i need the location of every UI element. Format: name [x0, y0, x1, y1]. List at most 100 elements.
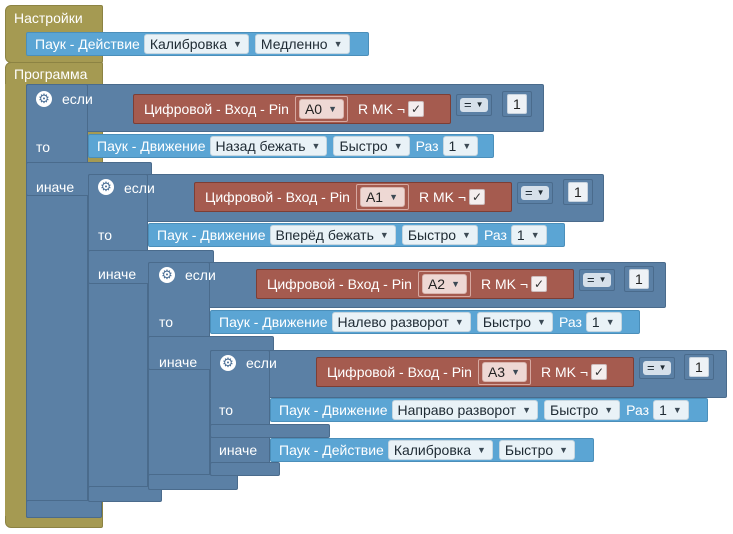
move-action-dropdown-4[interactable]: Направо разворот ▼: [391, 400, 539, 420]
gear-icon[interactable]: ⚙: [36, 91, 52, 107]
move-times-dropdown-2[interactable]: 1 ▼: [510, 225, 547, 245]
pin-slot: A2 ▼: [417, 271, 471, 297]
compare-op-block-4[interactable]: = ▼: [639, 357, 675, 379]
times-label: Раз: [483, 227, 507, 243]
rmk-label: R MK ¬: [481, 276, 529, 292]
if-block-2-left: [88, 174, 148, 502]
final-mode-dropdown[interactable]: Калибровка ▼: [387, 440, 493, 460]
dropdown-arrow-icon: ▼: [475, 100, 484, 109]
number-block-2[interactable]: 1: [563, 179, 593, 205]
compare-op-block-2[interactable]: = ▼: [517, 182, 553, 204]
pin-value: A0: [304, 101, 323, 117]
move-action-value: Направо разворот: [397, 402, 517, 418]
compare-op-block-3[interactable]: = ▼: [579, 269, 615, 291]
gear-icon[interactable]: ⚙: [98, 179, 114, 195]
dropdown-arrow-icon: ▼: [598, 275, 607, 284]
rmk-label: R MK ¬: [541, 364, 589, 380]
dropdown-arrow-icon: ▼: [672, 405, 682, 415]
gear-icon[interactable]: ⚙: [220, 355, 236, 371]
dropdown-arrow-icon: ▼: [477, 445, 486, 455]
move-speed-dropdown-2[interactable]: Быстро ▼: [401, 225, 478, 245]
digital-input-block-4[interactable]: Цифровой - Вход - Pin A3 ▼ R MK ¬ ✓: [316, 357, 634, 387]
number-value-4[interactable]: 1: [689, 357, 709, 377]
dropdown-arrow-icon: ▼: [389, 192, 398, 202]
digital-input-block-1[interactable]: Цифровой - Вход - Pin A0 ▼ R MK ¬ ✓: [133, 94, 451, 124]
settings-header: Настройки: [14, 10, 83, 26]
number-value-2[interactable]: 1: [568, 182, 588, 202]
move-speed-value: Быстро: [407, 227, 457, 243]
pin-slot: A3 ▼: [477, 359, 531, 385]
checkbox-check-icon[interactable]: ✓: [408, 101, 425, 117]
final-action-block[interactable]: Паук - Действие Калибровка ▼ Быстро ▼: [270, 438, 594, 462]
move-speed-value: Быстро: [339, 138, 388, 154]
compare-op-dropdown-2[interactable]: = ▼: [521, 186, 549, 200]
if-keyword-2: если: [124, 180, 155, 196]
move-action-value: Налево разворот: [337, 314, 449, 330]
digital-input-block-3[interactable]: Цифровой - Вход - Pin A2 ▼ R MK ¬ ✓: [256, 269, 574, 299]
move-block-3[interactable]: Паук - Движение Налево разворот ▼ Быстро ▼…: [210, 310, 640, 334]
move-block-2[interactable]: Паук - Движение Вперёд бежать ▼ Быстро ▼ Р…: [148, 223, 565, 247]
move-label: Паук - Движение: [279, 402, 388, 418]
checkbox-check-icon[interactable]: ✓: [469, 189, 486, 205]
dropdown-arrow-icon: ▼: [530, 230, 540, 240]
pin-dropdown-3[interactable]: A2 ▼: [421, 274, 467, 294]
pin-dropdown-2[interactable]: A1 ▼: [359, 187, 405, 207]
number-block-1[interactable]: 1: [502, 91, 532, 117]
move-times-dropdown-1[interactable]: 1 ▼: [442, 136, 479, 156]
move-times-value: 1: [448, 138, 457, 154]
move-action-dropdown-3[interactable]: Налево разворот ▼: [331, 312, 471, 332]
pin-dropdown-1[interactable]: A0 ▼: [298, 99, 344, 119]
dropdown-arrow-icon: ▼: [462, 141, 472, 151]
checkbox-check-icon[interactable]: ✓: [591, 364, 608, 380]
number-value-3[interactable]: 1: [629, 269, 649, 289]
number-value-1[interactable]: 1: [507, 94, 527, 114]
move-speed-dropdown-1[interactable]: Быстро ▼: [333, 136, 410, 156]
program-header: Программа: [14, 66, 88, 82]
program-body-left: [5, 84, 25, 516]
dropdown-arrow-icon: ▼: [605, 317, 615, 327]
move-action-value: Вперёд бежать: [275, 227, 374, 243]
move-speed-dropdown-4[interactable]: Быстро ▼: [544, 400, 621, 420]
settings-mode-value: Калибровка: [149, 36, 227, 52]
settings-action-block[interactable]: Паук - Действие Калибровка ▼ Медленно ▼: [26, 32, 369, 56]
compare-op-dropdown-3[interactable]: = ▼: [583, 273, 611, 287]
settings-speed-dropdown[interactable]: Медленно ▼: [254, 34, 350, 54]
move-times-dropdown-4[interactable]: 1 ▼: [653, 400, 689, 420]
else-keyword-4: иначе: [219, 442, 258, 458]
move-speed-value: Быстро: [482, 314, 532, 330]
gear-icon[interactable]: ⚙: [159, 267, 175, 283]
if-block-1-left: [26, 84, 88, 518]
final-speed-dropdown[interactable]: Быстро ▼: [498, 440, 576, 460]
move-action-dropdown-1[interactable]: Назад бежать ▼: [209, 136, 328, 156]
times-label: Раз: [626, 402, 650, 418]
then-keyword-2: то: [98, 227, 113, 243]
compare-op-dropdown-1[interactable]: = ▼: [460, 98, 488, 112]
move-speed-dropdown-3[interactable]: Быстро ▼: [476, 312, 553, 332]
compare-op-block-1[interactable]: = ▼: [456, 94, 492, 116]
then-keyword-4: то: [219, 402, 234, 418]
move-speed-value: Быстро: [550, 402, 599, 418]
move-label: Паук - Движение: [97, 138, 206, 154]
move-times-dropdown-3[interactable]: 1 ▼: [585, 312, 622, 332]
move-times-value: 1: [659, 402, 667, 418]
move-block-1[interactable]: Паук - Движение Назад бежать ▼ Быстро ▼ Ра…: [88, 134, 494, 158]
compare-op-dropdown-4[interactable]: = ▼: [643, 361, 671, 375]
move-block-4[interactable]: Паук - Движение Направо разворот ▼ Быстро…: [270, 398, 708, 422]
move-action-value: Назад бежать: [215, 138, 306, 154]
dropdown-arrow-icon: ▼: [511, 367, 520, 377]
pin-value: A3: [487, 364, 506, 380]
if-block-2-bottom: [88, 486, 162, 502]
settings-mode-dropdown[interactable]: Калибровка ▼: [143, 34, 249, 54]
dropdown-arrow-icon: ▼: [537, 317, 546, 327]
move-action-dropdown-2[interactable]: Вперёд бежать ▼: [269, 225, 396, 245]
move-label: Паук - Движение: [157, 227, 266, 243]
checkbox-check-icon[interactable]: ✓: [531, 276, 548, 292]
pin-dropdown-4[interactable]: A3 ▼: [481, 362, 527, 382]
final-action-label: Паук - Действие: [279, 442, 384, 458]
dropdown-arrow-icon: ▼: [536, 188, 545, 197]
settings-action-label: Паук - Действие: [35, 36, 140, 52]
else-keyword-3: иначе: [159, 354, 198, 370]
digital-input-block-2[interactable]: Цифровой - Вход - Pin A1 ▼ R MK ¬ ✓: [194, 182, 512, 212]
number-block-3[interactable]: 1: [624, 266, 654, 292]
number-block-4[interactable]: 1: [684, 354, 714, 380]
